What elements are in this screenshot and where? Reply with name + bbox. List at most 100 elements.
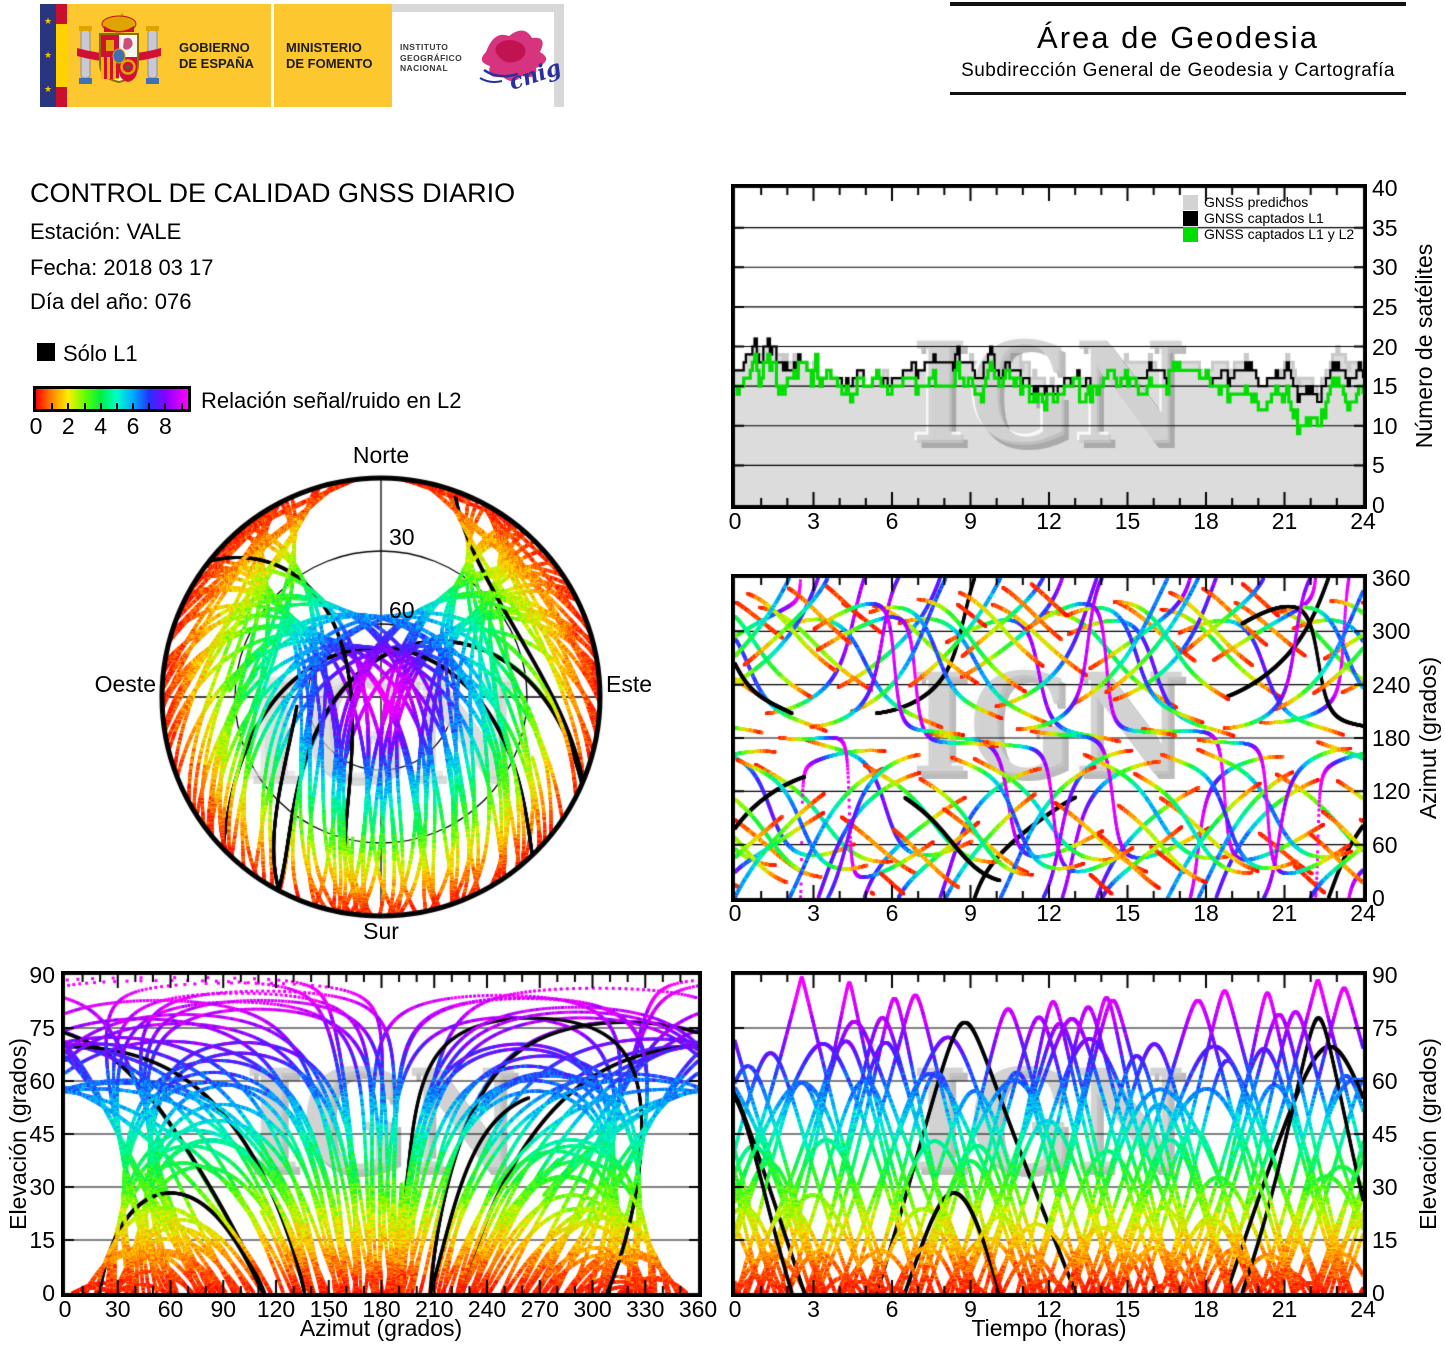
azimuth-y-tick: 120 bbox=[1372, 778, 1411, 805]
sat-y-tick: 15 bbox=[1372, 373, 1398, 400]
elev-time-x-tick: 3 bbox=[807, 1296, 820, 1322]
skyplot-east-label: Este bbox=[606, 671, 653, 697]
sat-y-tick: 10 bbox=[1372, 412, 1398, 439]
sat-x-tick: 15 bbox=[1114, 508, 1141, 534]
azimuth-x-tick: 12 bbox=[1036, 900, 1062, 926]
azimuth-y-tick: 180 bbox=[1372, 725, 1411, 751]
elev-time-x-tick: 9 bbox=[964, 1296, 977, 1322]
elev-time-y-tick: 45 bbox=[1372, 1121, 1398, 1147]
snr-bar-tick bbox=[132, 403, 134, 409]
snr-tick-number: 0 bbox=[29, 413, 43, 439]
star-icon: ★ bbox=[43, 49, 53, 60]
sat-y-tick: 0 bbox=[1372, 492, 1385, 518]
azimuth-time-canvas bbox=[731, 574, 1367, 902]
sat-count-canvas bbox=[731, 184, 1367, 509]
sat-y-tick: 25 bbox=[1372, 293, 1398, 320]
date-value: 2018 03 17 bbox=[103, 255, 214, 280]
elev-time-x-axis-title: Tiempo (horas) bbox=[971, 1315, 1127, 1341]
azimuth-y-tick: 0 bbox=[1372, 885, 1385, 911]
elev-azimuth-x-tick: 0 bbox=[58, 1296, 72, 1322]
elev-azimuth-x-tick: 300 bbox=[573, 1296, 612, 1322]
spain-flag-strip bbox=[56, 4, 67, 107]
snr-bar-tick bbox=[83, 403, 86, 409]
area-subtitle: Subdirección General de Geodesia y Carto… bbox=[961, 60, 1395, 81]
station-line: Estación: VALE bbox=[30, 219, 181, 245]
azimuth-y-tick: 360 bbox=[1372, 565, 1411, 591]
instituto-text: INSTITUTO GEOGRÁFICO NACIONAL bbox=[400, 42, 463, 73]
elev-time-x-tick: 18 bbox=[1193, 1296, 1219, 1322]
elev-time-y-tick: 75 bbox=[1372, 1015, 1398, 1041]
header-rule-bottom bbox=[950, 92, 1406, 95]
snr-bar-tick bbox=[148, 403, 151, 409]
sat-x-tick: 9 bbox=[964, 508, 977, 534]
snr-tick-number: 2 bbox=[61, 413, 75, 439]
elev-time-x-tick: 6 bbox=[885, 1296, 899, 1322]
elev-azimuth-y-tick: 75 bbox=[29, 1015, 55, 1041]
skyplot-ring30-label: 30 bbox=[389, 524, 415, 550]
legend-row-predicted: GNSS predichos bbox=[1183, 194, 1354, 210]
elev-azimuth-y-tick: 60 bbox=[29, 1068, 55, 1094]
snr-colorbar-label: Relación señal/ruido en L2 bbox=[201, 388, 462, 413]
skyplot-west-label: Oeste bbox=[94, 671, 156, 697]
snr-colorbar bbox=[33, 386, 191, 412]
elev-azimuth-y-tick: 0 bbox=[42, 1280, 55, 1306]
area-geodesia-header: Área de Geodesia Subdirección General de… bbox=[950, 0, 1406, 95]
elev-time-x-tick: 0 bbox=[728, 1296, 742, 1322]
elev-time-x-tick: 15 bbox=[1114, 1296, 1141, 1322]
snr-bar-tick bbox=[99, 403, 102, 409]
elev-azimuth-y-tick: 30 bbox=[29, 1174, 55, 1200]
solo-l1-label: Sólo L1 bbox=[63, 341, 138, 366]
elev-azimuth-x-tick: 240 bbox=[467, 1296, 507, 1322]
sat-x-tick: 6 bbox=[885, 508, 899, 534]
sat-y-tick: 30 bbox=[1372, 254, 1398, 281]
azimuth-y-tick: 240 bbox=[1372, 671, 1411, 698]
captured-l1l2-swatch bbox=[1183, 226, 1198, 242]
elev-azimuth-y-tick: 90 bbox=[29, 962, 55, 988]
elev-time-y-tick: 90 bbox=[1372, 962, 1398, 988]
sat-x-tick: 3 bbox=[807, 508, 820, 534]
elev-azimuth-canvas bbox=[61, 971, 702, 1297]
snr-bar-tick bbox=[67, 403, 70, 409]
doy-line: Día del año: 076 bbox=[30, 289, 191, 315]
azimuth-x-tick: 24 bbox=[1350, 900, 1376, 926]
snr-bar-tick bbox=[51, 403, 54, 409]
solo-l1-swatch bbox=[37, 343, 55, 361]
azimuth-x-tick: 9 bbox=[964, 900, 977, 926]
sat-count-y-axis-title: Número de satélites bbox=[1411, 243, 1437, 449]
elev-azimuth-y-axis-title: Elevación (grados) bbox=[5, 1038, 31, 1230]
azimuth-x-tick: 15 bbox=[1114, 900, 1141, 926]
azimuth-x-tick: 6 bbox=[885, 900, 899, 926]
eu-flag-strip: ★ ★ ★ bbox=[40, 4, 56, 107]
skyplot-north-label: Norte bbox=[352, 442, 410, 468]
captured-l1-swatch bbox=[1183, 210, 1198, 226]
elev-azimuth-x-tick: 90 bbox=[210, 1296, 237, 1322]
report-title: CONTROL DE CALIDAD GNSS DIARIO bbox=[30, 178, 516, 208]
sat-x-tick: 12 bbox=[1036, 508, 1062, 534]
sat-x-tick: 18 bbox=[1193, 508, 1219, 534]
star-icon: ★ bbox=[43, 15, 53, 26]
snr-tick-number: 6 bbox=[126, 413, 140, 439]
elev-time-canvas bbox=[731, 971, 1367, 1297]
elev-azimuth-y-tick: 15 bbox=[29, 1227, 55, 1253]
elev-azimuth-x-tick: 60 bbox=[157, 1296, 184, 1322]
azimuth-y-tick: 60 bbox=[1372, 831, 1398, 858]
elev-azimuth-x-tick: 120 bbox=[256, 1296, 296, 1322]
station-label: Estación: bbox=[30, 219, 121, 244]
skyplot-south-label: Sur bbox=[363, 918, 399, 944]
date-label: Fecha: bbox=[30, 255, 98, 280]
sat-x-tick: 21 bbox=[1271, 508, 1298, 534]
elev-azimuth-x-axis-title: Azimut (grados) bbox=[299, 1315, 463, 1341]
legend-row-captured-l1: GNSS captados L1 bbox=[1183, 210, 1354, 226]
header-rule-top bbox=[950, 2, 1406, 6]
sat-y-tick: 35 bbox=[1372, 214, 1398, 241]
legend-row-captured-l1l2: GNSS captados L1 y L2 bbox=[1183, 226, 1354, 242]
elev-azimuth-x-tick: 210 bbox=[415, 1296, 454, 1322]
elev-time-y-tick: 0 bbox=[1372, 1280, 1385, 1306]
captured-l1l2-label: GNSS captados L1 y L2 bbox=[1204, 225, 1355, 242]
ministerio-text: MINISTERIO DE FOMENTO bbox=[286, 39, 373, 71]
sat-y-tick: 40 bbox=[1372, 175, 1398, 201]
snr-bar-tick bbox=[115, 403, 118, 409]
elev-time-y-tick: 60 bbox=[1372, 1068, 1398, 1094]
elev-azimuth-x-tick: 270 bbox=[520, 1296, 559, 1322]
azimuth-x-tick: 0 bbox=[728, 900, 742, 926]
